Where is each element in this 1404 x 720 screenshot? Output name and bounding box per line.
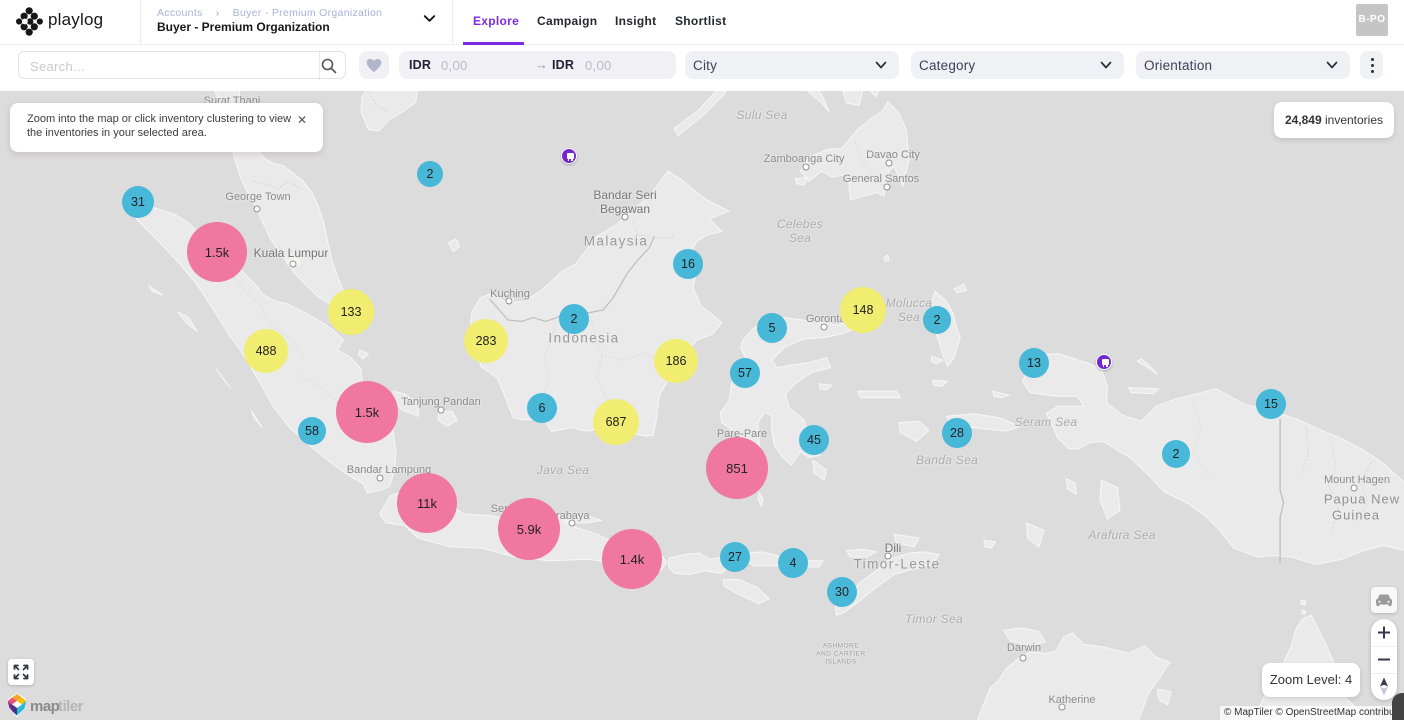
svg-text:map: map <box>30 698 60 715</box>
svg-text:tiler: tiler <box>58 698 84 715</box>
